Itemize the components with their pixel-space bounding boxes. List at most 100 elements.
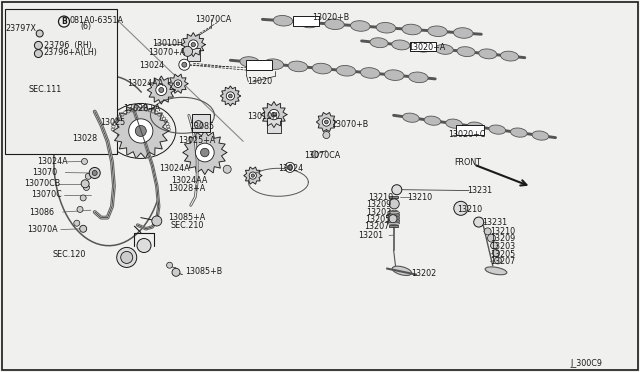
Text: 13207: 13207 — [490, 257, 515, 266]
Text: 13020+B: 13020+B — [312, 13, 349, 22]
Circle shape — [152, 216, 162, 226]
Ellipse shape — [370, 38, 388, 48]
Circle shape — [83, 185, 90, 190]
Text: 13205: 13205 — [365, 215, 390, 224]
Circle shape — [81, 158, 88, 164]
Ellipse shape — [511, 128, 527, 137]
Circle shape — [129, 119, 153, 143]
Text: 13070A: 13070A — [27, 225, 58, 234]
Ellipse shape — [413, 42, 431, 52]
Circle shape — [195, 121, 202, 129]
Text: 13070C: 13070C — [31, 190, 61, 199]
Circle shape — [176, 82, 180, 86]
Circle shape — [312, 151, 318, 158]
Text: 13231: 13231 — [467, 186, 492, 195]
Text: 13085+A: 13085+A — [168, 213, 205, 222]
Text: 23796  (RH): 23796 (RH) — [44, 41, 92, 50]
Bar — [456, 125, 484, 135]
Ellipse shape — [336, 65, 356, 76]
Circle shape — [493, 250, 499, 256]
Text: SEC.210: SEC.210 — [170, 221, 204, 230]
Circle shape — [249, 172, 257, 179]
Polygon shape — [316, 112, 337, 132]
Circle shape — [323, 132, 330, 138]
Ellipse shape — [351, 21, 370, 31]
Circle shape — [227, 92, 234, 100]
Text: 13070CA: 13070CA — [305, 151, 341, 160]
Bar — [389, 196, 398, 198]
Circle shape — [81, 180, 89, 188]
Circle shape — [92, 170, 97, 176]
Circle shape — [116, 247, 137, 267]
Text: 23796+A(LH): 23796+A(LH) — [44, 48, 97, 57]
Text: 13070+A: 13070+A — [148, 48, 186, 57]
Circle shape — [484, 228, 491, 235]
Text: 13020+C: 13020+C — [448, 130, 485, 139]
Circle shape — [58, 16, 70, 27]
Circle shape — [182, 46, 193, 56]
Text: 13024: 13024 — [140, 61, 164, 70]
Bar — [187, 48, 200, 61]
Text: 13085: 13085 — [189, 122, 214, 131]
Circle shape — [454, 201, 468, 215]
Circle shape — [156, 84, 167, 96]
Ellipse shape — [240, 57, 259, 67]
Circle shape — [77, 206, 83, 212]
Circle shape — [200, 148, 209, 157]
Circle shape — [174, 80, 182, 87]
Bar — [293, 16, 319, 26]
Circle shape — [159, 87, 164, 93]
Text: 13024AA: 13024AA — [127, 79, 163, 88]
Ellipse shape — [264, 59, 284, 70]
Text: 13210: 13210 — [490, 227, 515, 236]
Text: 13203: 13203 — [366, 208, 391, 217]
Circle shape — [179, 59, 190, 70]
Ellipse shape — [479, 49, 497, 59]
Ellipse shape — [402, 24, 422, 35]
Circle shape — [35, 49, 42, 58]
Text: 13028: 13028 — [72, 134, 97, 143]
Text: 13210: 13210 — [457, 205, 482, 214]
Text: SEC.111: SEC.111 — [29, 85, 62, 94]
Circle shape — [74, 220, 80, 226]
Ellipse shape — [376, 22, 396, 33]
Ellipse shape — [485, 267, 507, 275]
Text: 13024A: 13024A — [37, 157, 68, 166]
Circle shape — [182, 62, 187, 67]
Text: B: B — [61, 17, 67, 26]
Text: FRONT: FRONT — [454, 158, 481, 167]
Ellipse shape — [435, 45, 453, 54]
Circle shape — [135, 125, 147, 137]
Bar — [389, 225, 398, 227]
Text: J_300C9: J_300C9 — [571, 359, 603, 368]
Circle shape — [172, 268, 180, 276]
Ellipse shape — [403, 113, 419, 122]
Circle shape — [36, 30, 43, 37]
Text: 13025+A: 13025+A — [178, 136, 215, 145]
Text: 13024AA: 13024AA — [172, 176, 208, 185]
Polygon shape — [113, 103, 169, 158]
Circle shape — [474, 217, 484, 227]
Ellipse shape — [424, 116, 441, 125]
Ellipse shape — [445, 119, 462, 128]
Polygon shape — [147, 76, 175, 104]
Ellipse shape — [360, 68, 380, 78]
Text: 13086: 13086 — [29, 208, 54, 217]
Bar — [410, 42, 436, 51]
Ellipse shape — [288, 61, 308, 72]
Bar — [5, 9, 117, 154]
Polygon shape — [261, 102, 287, 128]
Circle shape — [85, 173, 92, 179]
Circle shape — [223, 165, 231, 173]
Ellipse shape — [324, 19, 344, 29]
Text: 13024A: 13024A — [159, 164, 189, 173]
Circle shape — [269, 109, 279, 120]
Circle shape — [389, 199, 399, 209]
Polygon shape — [168, 74, 188, 93]
Bar — [246, 60, 272, 70]
Polygon shape — [181, 33, 205, 57]
Text: 13020: 13020 — [247, 77, 272, 86]
Ellipse shape — [408, 72, 428, 83]
Text: 13070: 13070 — [32, 168, 57, 177]
Bar — [192, 114, 210, 132]
